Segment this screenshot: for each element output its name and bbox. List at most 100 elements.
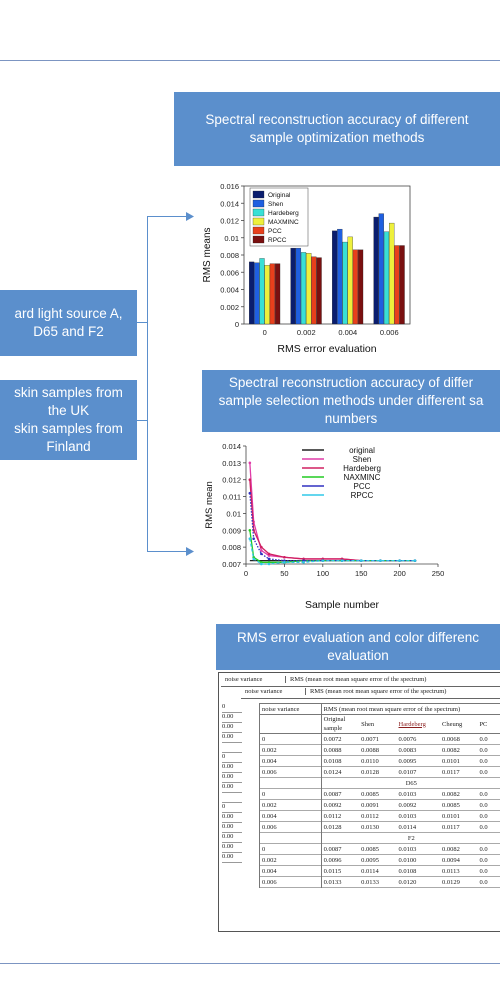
table-row: D65 <box>260 777 500 789</box>
light-source-line2: D65 and F2 <box>33 324 104 339</box>
table-cell <box>260 833 321 844</box>
bar-hardeberg-0 <box>259 258 265 325</box>
table-cell: 0.0117 <box>442 768 460 776</box>
line-point-rpcc <box>340 559 344 562</box>
bar-y-tick-label: 0.002 <box>220 303 239 312</box>
line-point-rpcc <box>321 559 325 562</box>
line-series-naxminc <box>249 530 415 563</box>
table-cell: 0 <box>262 790 266 798</box>
bar-original-0.004 <box>332 230 338 325</box>
bar-shen-0.002 <box>295 247 301 325</box>
bar-x-tick-label: 0 <box>263 328 267 337</box>
bar-original-0.002 <box>290 247 296 325</box>
line-y-tick-label: 0.012 <box>222 476 241 485</box>
table-cell: 0.0124 <box>320 766 360 778</box>
bar-legend-swatch-rpcc <box>252 235 265 244</box>
table-cell: 0.0071 <box>361 735 380 743</box>
bar-hardeberg-0.006 <box>383 231 390 325</box>
bar-x-axis-label: RMS error evaluation <box>277 343 376 355</box>
table-cell: 0.0108 <box>398 867 417 875</box>
column-hardeberg: Hardeberg <box>398 720 426 728</box>
line-legend-label-rpcc: RPCC <box>351 491 374 500</box>
bar-legend-swatch-maxminc <box>252 217 265 226</box>
bar-y-tick-label: 0 <box>235 320 239 329</box>
bar-maxminc-0 <box>264 265 270 325</box>
bar-maxminc-0.004 <box>347 236 353 325</box>
table-cell: 0.006 <box>262 823 277 831</box>
table-cell: 0 <box>262 845 266 853</box>
bar-pcc-0.002 <box>311 256 317 325</box>
table-cell: 0.0101 <box>442 757 460 765</box>
bar-x-tick-label: 0.006 <box>380 328 399 337</box>
column-pc: PC <box>479 720 488 728</box>
table-cell: 0.0 <box>479 812 488 820</box>
table-cell: 0.0083 <box>398 746 417 754</box>
mid-header-rms: RMS (mean root mean square error of the … <box>305 688 446 695</box>
table-cell: 0.0133 <box>320 876 360 888</box>
back-table-cell: 0.00 <box>222 823 242 833</box>
box-skin-samples: skin samples from the UK skin samples fr… <box>0 380 137 460</box>
arrowhead-barchart-icon <box>186 212 194 221</box>
line-legend-label-pcc: PCC <box>354 482 371 491</box>
line-y-tick-label: 0.014 <box>222 442 241 451</box>
bar-maxminc-0.002 <box>306 253 312 325</box>
line-point-hardeberg <box>260 545 263 549</box>
line-x-tick-label: 200 <box>393 569 406 578</box>
line-point-rpcc <box>413 559 417 562</box>
bar-legend-swatch-hardeberg <box>252 208 265 217</box>
bar-pcc-0.004 <box>352 249 358 325</box>
mid-table-header: noise variance RMS (mean root mean squar… <box>241 687 500 699</box>
table-cell: 0.002 <box>262 801 277 809</box>
line-x-tick-label: 100 <box>317 569 330 578</box>
table-row: 0.004 0.0108 0.0110 0.0095 0.0101 0.0 <box>260 755 500 767</box>
table-cell: 0.0107 <box>398 768 417 776</box>
table-cell: 0.0068 <box>442 735 460 743</box>
box-optimization-title: Spectral reconstruction accuracy of diff… <box>174 92 500 166</box>
bar-rpcc-0.004 <box>357 249 364 325</box>
table-cell: 0.0 <box>479 801 488 809</box>
table-cell: 0.0085 <box>442 801 460 809</box>
table-cell: 0.0 <box>479 768 488 776</box>
line-y-tick-label: 0.009 <box>222 526 241 535</box>
table-cell: 0.0087 <box>320 843 360 855</box>
table-cell: 0.0110 <box>361 757 379 765</box>
table-cell: 0.002 <box>262 856 277 864</box>
skin-samples-line3: skin samples from <box>14 421 123 436</box>
table-columns-spacer <box>260 715 321 734</box>
table-row: 0 0.0072 0.0071 0.0076 0.0068 0.0 <box>260 733 500 745</box>
bar-shen-0.006 <box>378 213 384 325</box>
line-point-rpcc <box>267 562 271 566</box>
table-row: 0 0.0087 0.0085 0.0103 0.0082 0.0 <box>260 843 500 855</box>
table-cell: 0.002 <box>262 746 277 754</box>
bar-rpcc-0 <box>274 263 281 325</box>
line-point-rpcc <box>379 559 382 562</box>
line-point-pcc <box>252 537 255 541</box>
back-table-cell: 0.00 <box>222 853 242 863</box>
table-cell: 0.0088 <box>320 744 360 756</box>
table-cell: 0.004 <box>262 867 277 875</box>
column-cheung: Cheung <box>442 720 463 728</box>
results-table-image: noise variance RMS (mean root mean squar… <box>218 672 500 932</box>
selection-title-line2: sample selection methods under different… <box>218 393 484 408</box>
back-table-cell: 0.00 <box>222 813 242 823</box>
back-table-cell: 0 <box>222 753 242 763</box>
table-cell <box>260 778 321 789</box>
bar-x-tick-label: 0.002 <box>297 328 316 337</box>
line-series-shen <box>249 462 415 562</box>
table-row: 0.002 0.0096 0.0095 0.0100 0.0094 0.0 <box>260 854 500 866</box>
back-table-cell: 0.00 <box>222 773 242 783</box>
bar-original-0.006 <box>373 216 379 325</box>
table-cell: 0.0 <box>479 757 488 765</box>
back-table-cell: 0.00 <box>222 733 242 743</box>
back-header-noise: noise variance <box>225 676 263 683</box>
rms-evaluation-title-line1: RMS error evaluation and color differenc <box>236 630 480 645</box>
bar-legend-swatch-original <box>252 190 265 199</box>
box-selection-title: Spectral reconstruction accuracy of diff… <box>202 370 500 432</box>
box-light-source: ard light source A, D65 and F2 <box>0 290 137 356</box>
line-series-hardeberg <box>249 479 415 562</box>
table-cell: 0.0095 <box>361 856 380 864</box>
back-table-cell: 0.00 <box>222 713 242 723</box>
line-point-rpcc <box>302 561 305 564</box>
line-point-pcc <box>260 552 263 556</box>
bar-legend-label-shen: Shen <box>268 201 284 208</box>
